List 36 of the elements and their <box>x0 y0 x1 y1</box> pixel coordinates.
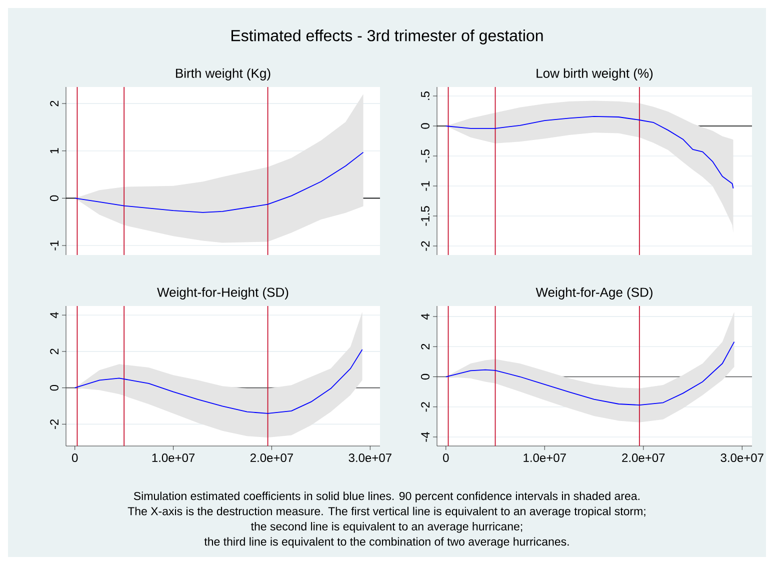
chart-title: Weight-for-Height (SD) <box>157 287 288 300</box>
y-tick-label: 1 <box>50 148 58 154</box>
text: the second line is equivalent to an average hurricane; <box>251 522 522 533</box>
chart-title: Low birth weight (%) <box>536 68 653 80</box>
x-tick-label: 0 <box>443 454 449 462</box>
text: The X-axis is the destruction measure. The first vertical line is equivalent to an average tropical storm; <box>128 506 646 518</box>
y-tick-label: .5 <box>421 92 430 100</box>
text: Simulation estimated coefficients in solid blue lines. 90 percent confidence intervals in shaded area. <box>134 492 640 502</box>
y-tick-label: -2 <box>50 419 58 429</box>
y-tick-label: -2 <box>421 402 430 412</box>
text: Estimated effects - 3rd trimester of gestation <box>232 30 543 44</box>
x-tick-label: 3.0e+07 <box>720 454 764 462</box>
y-tick-label: -1 <box>50 240 58 250</box>
chart-title: Birth weight (Kg) <box>176 68 270 80</box>
y-tick-label: 4 <box>421 314 430 320</box>
y-tick-label: 4 <box>50 312 58 318</box>
y-tick-label: -2 <box>421 241 430 251</box>
x-tick-label: 2.0e+07 <box>622 454 665 462</box>
x-tick-label: 1.0e+07 <box>152 454 195 462</box>
x-tick-label: 0 <box>72 454 78 462</box>
text: the third line is equivalent to the combination of two average hurricanes. <box>204 537 569 548</box>
y-tick-label: -4 <box>421 432 430 442</box>
y-tick-label: 0 <box>50 384 58 391</box>
x-tick-label: 3.0e+07 <box>348 454 392 462</box>
y-tick-label: -1 <box>421 181 430 191</box>
chart-title: Weight-for-Age (SD) <box>536 287 652 300</box>
x-tick-label: 2.0e+07 <box>250 454 293 462</box>
y-tick-label: 0 <box>50 195 58 202</box>
y-tick-label: -1.5 <box>421 206 430 226</box>
x-tick-label: 1.0e+07 <box>524 454 566 462</box>
y-tick-label: 0 <box>420 123 430 129</box>
y-tick-label: 2 <box>421 344 430 350</box>
y-tick-label: 2 <box>50 348 58 354</box>
y-tick-label: -.5 <box>421 150 430 162</box>
y-tick-label: 2 <box>50 100 58 106</box>
y-tick-label: 0 <box>420 374 430 380</box>
